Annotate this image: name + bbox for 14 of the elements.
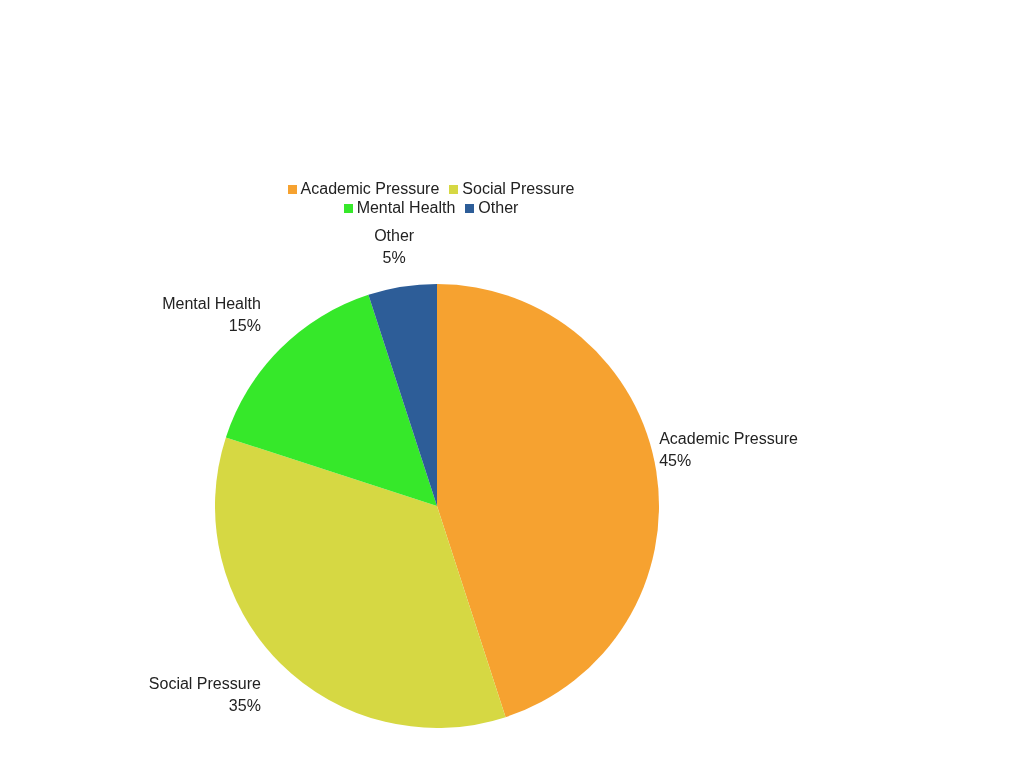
slice-label: Social Pressure xyxy=(148,675,261,693)
legend-label: Social Pressure xyxy=(462,180,575,197)
data-label: 15% xyxy=(228,316,261,334)
data-label: 5% xyxy=(382,248,406,266)
legend-label: Academic Pressure xyxy=(300,180,440,197)
slice-label: Other xyxy=(374,226,415,244)
legend-label: Mental Health xyxy=(356,199,456,216)
slice-label: Mental Health xyxy=(162,294,261,312)
pie-slice xyxy=(437,284,659,718)
data-label: 35% xyxy=(228,697,261,715)
legend-label: Other xyxy=(478,199,519,216)
slice-label: Academic Pressure xyxy=(659,430,798,448)
data-label: 45% xyxy=(659,452,692,470)
pie-slice xyxy=(368,284,437,506)
